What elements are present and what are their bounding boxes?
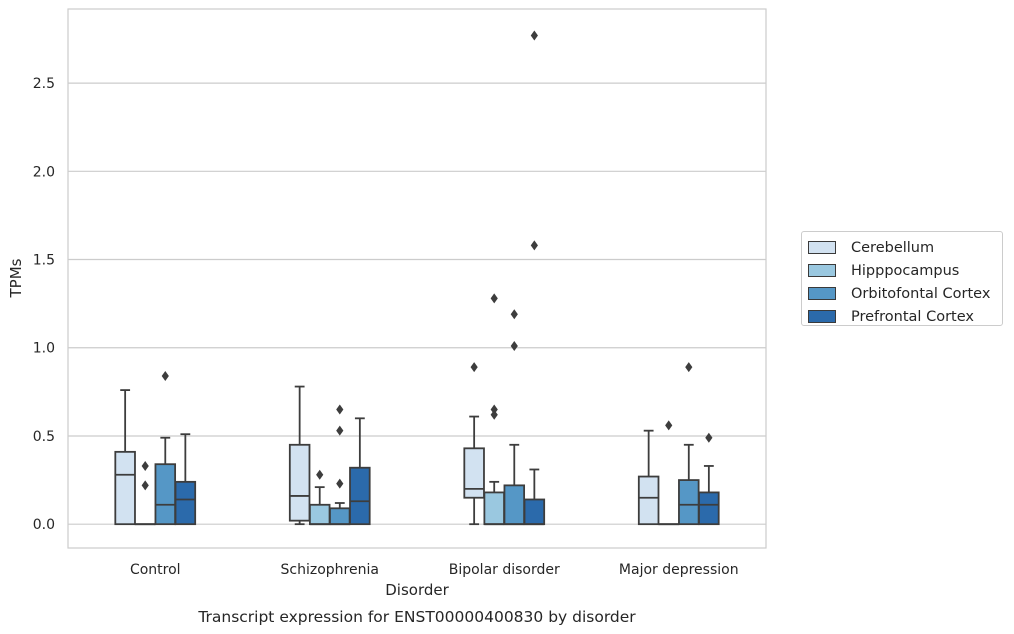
legend-item-prefrontal-cortex: Prefrontal Cortex xyxy=(808,305,1002,328)
box-body xyxy=(637,475,660,526)
box-2-2 xyxy=(503,309,526,526)
y-tick-label: 2.0 xyxy=(33,164,55,180)
box-body xyxy=(523,498,546,526)
outlier-point xyxy=(510,340,518,351)
y-tick-label: 1.0 xyxy=(33,341,55,357)
chart-title: Transcript expression for ENST0000040083… xyxy=(197,608,636,626)
outlier-point xyxy=(665,420,673,431)
outlier-point xyxy=(510,309,518,320)
x-tick-labels: Control Schizophrenia Bipolar disorder Majo… xyxy=(130,562,739,578)
legend-swatch xyxy=(808,264,836,277)
legend-swatch xyxy=(808,241,836,254)
box-body xyxy=(678,479,700,526)
box-body xyxy=(503,484,526,526)
outlier-point xyxy=(141,460,149,471)
outlier-point xyxy=(490,409,498,420)
box-2-1 xyxy=(329,404,351,526)
legend-label: Prefrontal Cortex xyxy=(851,308,974,325)
legend-label: Orbitofontal Cortex xyxy=(851,285,991,302)
box-body xyxy=(174,480,197,526)
outlier-point xyxy=(490,293,498,304)
box-body xyxy=(288,443,311,522)
outlier-point xyxy=(316,469,324,480)
outlier-point xyxy=(530,30,538,41)
box-2-3 xyxy=(678,362,700,526)
box-0-0 xyxy=(114,389,136,526)
legend-label: Hipppocampus xyxy=(851,262,960,279)
box-body xyxy=(154,463,177,526)
outlier-point xyxy=(161,370,169,381)
box-1-3 xyxy=(657,420,680,526)
box-body xyxy=(329,507,351,526)
outlier-point xyxy=(470,362,478,373)
box-0-1 xyxy=(288,385,311,526)
outlier-point xyxy=(141,480,149,491)
box-body xyxy=(483,491,505,526)
y-tick-label: 2.5 xyxy=(33,76,55,92)
x-tick-label: Schizophrenia xyxy=(281,562,379,578)
legend-swatch xyxy=(808,310,836,323)
plot-area xyxy=(67,8,767,549)
boxes xyxy=(114,30,720,526)
box-body xyxy=(463,447,485,499)
y-axis-label: TPMs xyxy=(7,258,25,298)
legend-item-cerebellum: Cerebellum xyxy=(808,236,1002,259)
x-tick-label: Control xyxy=(130,562,181,578)
x-axis-label: Disorder xyxy=(385,581,449,599)
outlier-point xyxy=(685,362,693,373)
legend-item-hippocampus: Hipppocampus xyxy=(808,259,1002,282)
legend-swatch xyxy=(808,287,836,300)
outlier-point xyxy=(490,404,498,415)
box-3-3 xyxy=(698,432,720,526)
y-tick-label: 1.5 xyxy=(33,253,55,269)
outlier-point xyxy=(336,404,344,415)
outlier-point xyxy=(530,240,538,251)
box-body xyxy=(114,450,136,526)
box-0-2 xyxy=(463,362,485,526)
legend: Cerebellum Hipppocampus Orbitofontal Cor… xyxy=(801,231,1003,326)
box-3-1 xyxy=(349,417,371,526)
box-body xyxy=(349,466,371,526)
box-3-0 xyxy=(174,433,197,526)
y-tick-label: 0.5 xyxy=(33,429,55,445)
legend-item-orbitofrontal-cortex: Orbitofontal Cortex xyxy=(808,282,1002,305)
legend-label: Cerebellum xyxy=(851,239,935,256)
box-1-2 xyxy=(483,293,505,526)
box-0-3 xyxy=(637,429,660,526)
outlier-point xyxy=(336,425,344,436)
y-tick-labels: 0.0 0.5 1.0 1.5 2.0 2.5 xyxy=(33,76,55,533)
y-tick-label: 0.0 xyxy=(33,517,55,533)
box-body xyxy=(698,491,720,526)
outlier-point xyxy=(336,478,344,489)
outlier-point xyxy=(705,432,713,443)
x-tick-label: Bipolar disorder xyxy=(449,562,560,578)
box-body xyxy=(308,503,331,526)
x-tick-label: Major depression xyxy=(619,562,739,578)
box-3-2 xyxy=(523,30,546,526)
box-1-0 xyxy=(134,460,156,526)
